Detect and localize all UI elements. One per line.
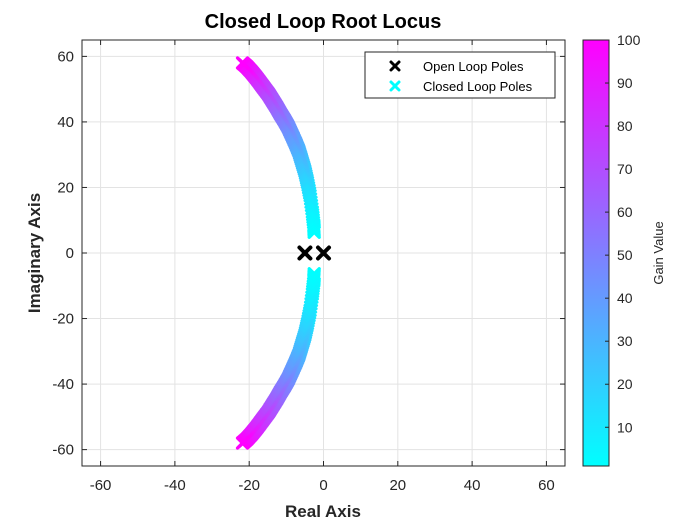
y-axis-label: Imaginary Axis	[25, 193, 44, 313]
x-tick-label: -40	[164, 477, 186, 494]
legend-label-closed-loop-poles: Closed Loop Poles	[423, 79, 533, 94]
legend-closed-loop-marker-stroke-b	[389, 80, 401, 92]
colorbar-tick-label: 40	[617, 290, 633, 306]
colorbar-tick-label: 10	[617, 419, 633, 435]
colorbar-tick-label: 30	[617, 333, 633, 349]
y-tick-label: 60	[57, 48, 74, 65]
closed-loop-pole-marker	[235, 436, 250, 450]
y-tick-label: 20	[57, 179, 74, 196]
legend: Open Loop Poles Closed Loop Poles	[364, 51, 556, 99]
chart-title: Closed Loop Root Locus	[205, 11, 442, 33]
x-tick-label: 20	[389, 477, 406, 494]
y-tick-label: -40	[52, 376, 74, 393]
closed-loop-pole-marker	[235, 56, 250, 70]
colorbar-tick-label: 80	[617, 118, 633, 134]
y-tick-label: 0	[66, 245, 74, 262]
legend-closed-loop-marker	[389, 80, 401, 92]
x-tick-label: 60	[538, 477, 555, 494]
x-tick-label: 0	[319, 477, 327, 494]
legend-marker-open-loop-poles	[389, 60, 401, 72]
open-loop-pole-marker-stroke-b	[297, 245, 313, 261]
legend-open-loop-marker	[389, 60, 401, 72]
colorbar-tick-label: 50	[617, 247, 633, 263]
colorbar-tick-label: 90	[617, 75, 633, 91]
x-axis-label: Real Axis	[285, 502, 361, 521]
x-tick-label: -20	[238, 477, 260, 494]
colorbar-tick-label: 100	[617, 32, 641, 48]
closed-loop-pole-marker-stroke-b	[235, 436, 250, 450]
legend-open-loop-marker-stroke-b	[389, 60, 401, 72]
colorbar-ticks: 10 20 30 40 50 60 70 80 90 100	[605, 32, 641, 435]
y-tick-label: -60	[52, 442, 74, 459]
colorbar-gradient	[582, 39, 610, 467]
colorbar-tick-label: 60	[617, 204, 633, 220]
x-axis-ticks: -60 -40 -20 0 20 40 60	[90, 40, 555, 494]
y-tick-label: -20	[52, 311, 74, 328]
legend-box	[364, 51, 556, 99]
x-tick-label: -60	[90, 477, 112, 494]
data-markers	[235, 56, 331, 450]
colorbar-tick-label: 70	[617, 161, 633, 177]
colorbar-tick-label: 20	[617, 376, 633, 392]
closed-loop-pole-marker-stroke-b	[235, 56, 250, 70]
legend-label-open-loop-poles: Open Loop Poles	[423, 59, 524, 74]
plot-area: -60 -40 -20 0 20 40 60 -60 -40 -20 0 20 40 60	[52, 39, 566, 494]
legend-marker-closed-loop-poles	[389, 80, 401, 92]
open-loop-pole-marker	[297, 245, 313, 261]
y-axis-ticks: -60 -40 -20 0 20 40 60	[52, 48, 565, 459]
open-loop-pole-marker-stroke-b	[316, 245, 331, 261]
colorbar: 10 20 30 40 50 60 70 80 90 100 Gain Value	[582, 32, 666, 467]
x-tick-label: 40	[464, 477, 481, 494]
colorbar-label: Gain Value	[651, 221, 666, 284]
open-loop-pole-marker	[316, 245, 331, 261]
y-tick-label: 40	[57, 114, 74, 131]
